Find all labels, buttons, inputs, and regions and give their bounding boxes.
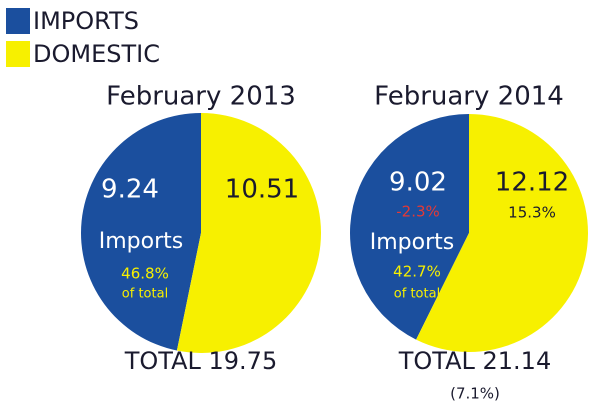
annotation: TOTAL 19.75	[124, 347, 277, 375]
pie-slice	[176, 113, 321, 353]
legend-swatch	[6, 8, 30, 34]
legend-swatch	[6, 41, 30, 67]
legend-label: IMPORTS	[33, 7, 139, 35]
annotation: TOTAL 21.14	[398, 347, 551, 375]
annotation: (7.1%)	[450, 385, 500, 403]
annotation: of total	[122, 287, 168, 302]
value-label: 12.12	[495, 168, 569, 198]
value-label: 10.51	[225, 175, 299, 205]
legend-label: DOMESTIC	[33, 40, 160, 68]
annotation: -2.3%	[396, 203, 440, 221]
pie-slice	[80, 113, 201, 351]
annotation: Imports	[99, 229, 183, 254]
annotation: Imports	[370, 230, 454, 255]
annotation: of total	[394, 287, 440, 302]
value-label: 9.24	[101, 175, 159, 205]
pie-slice	[349, 114, 469, 340]
annotation: 46.8%	[121, 265, 169, 283]
value-label: 9.02	[389, 168, 447, 198]
chart-title: February 2014	[374, 82, 564, 112]
chart-title: February 2013	[106, 82, 296, 112]
annotation: 15.3%	[508, 204, 556, 222]
pie-slice	[416, 114, 588, 352]
annotation: 42.7%	[393, 263, 441, 281]
